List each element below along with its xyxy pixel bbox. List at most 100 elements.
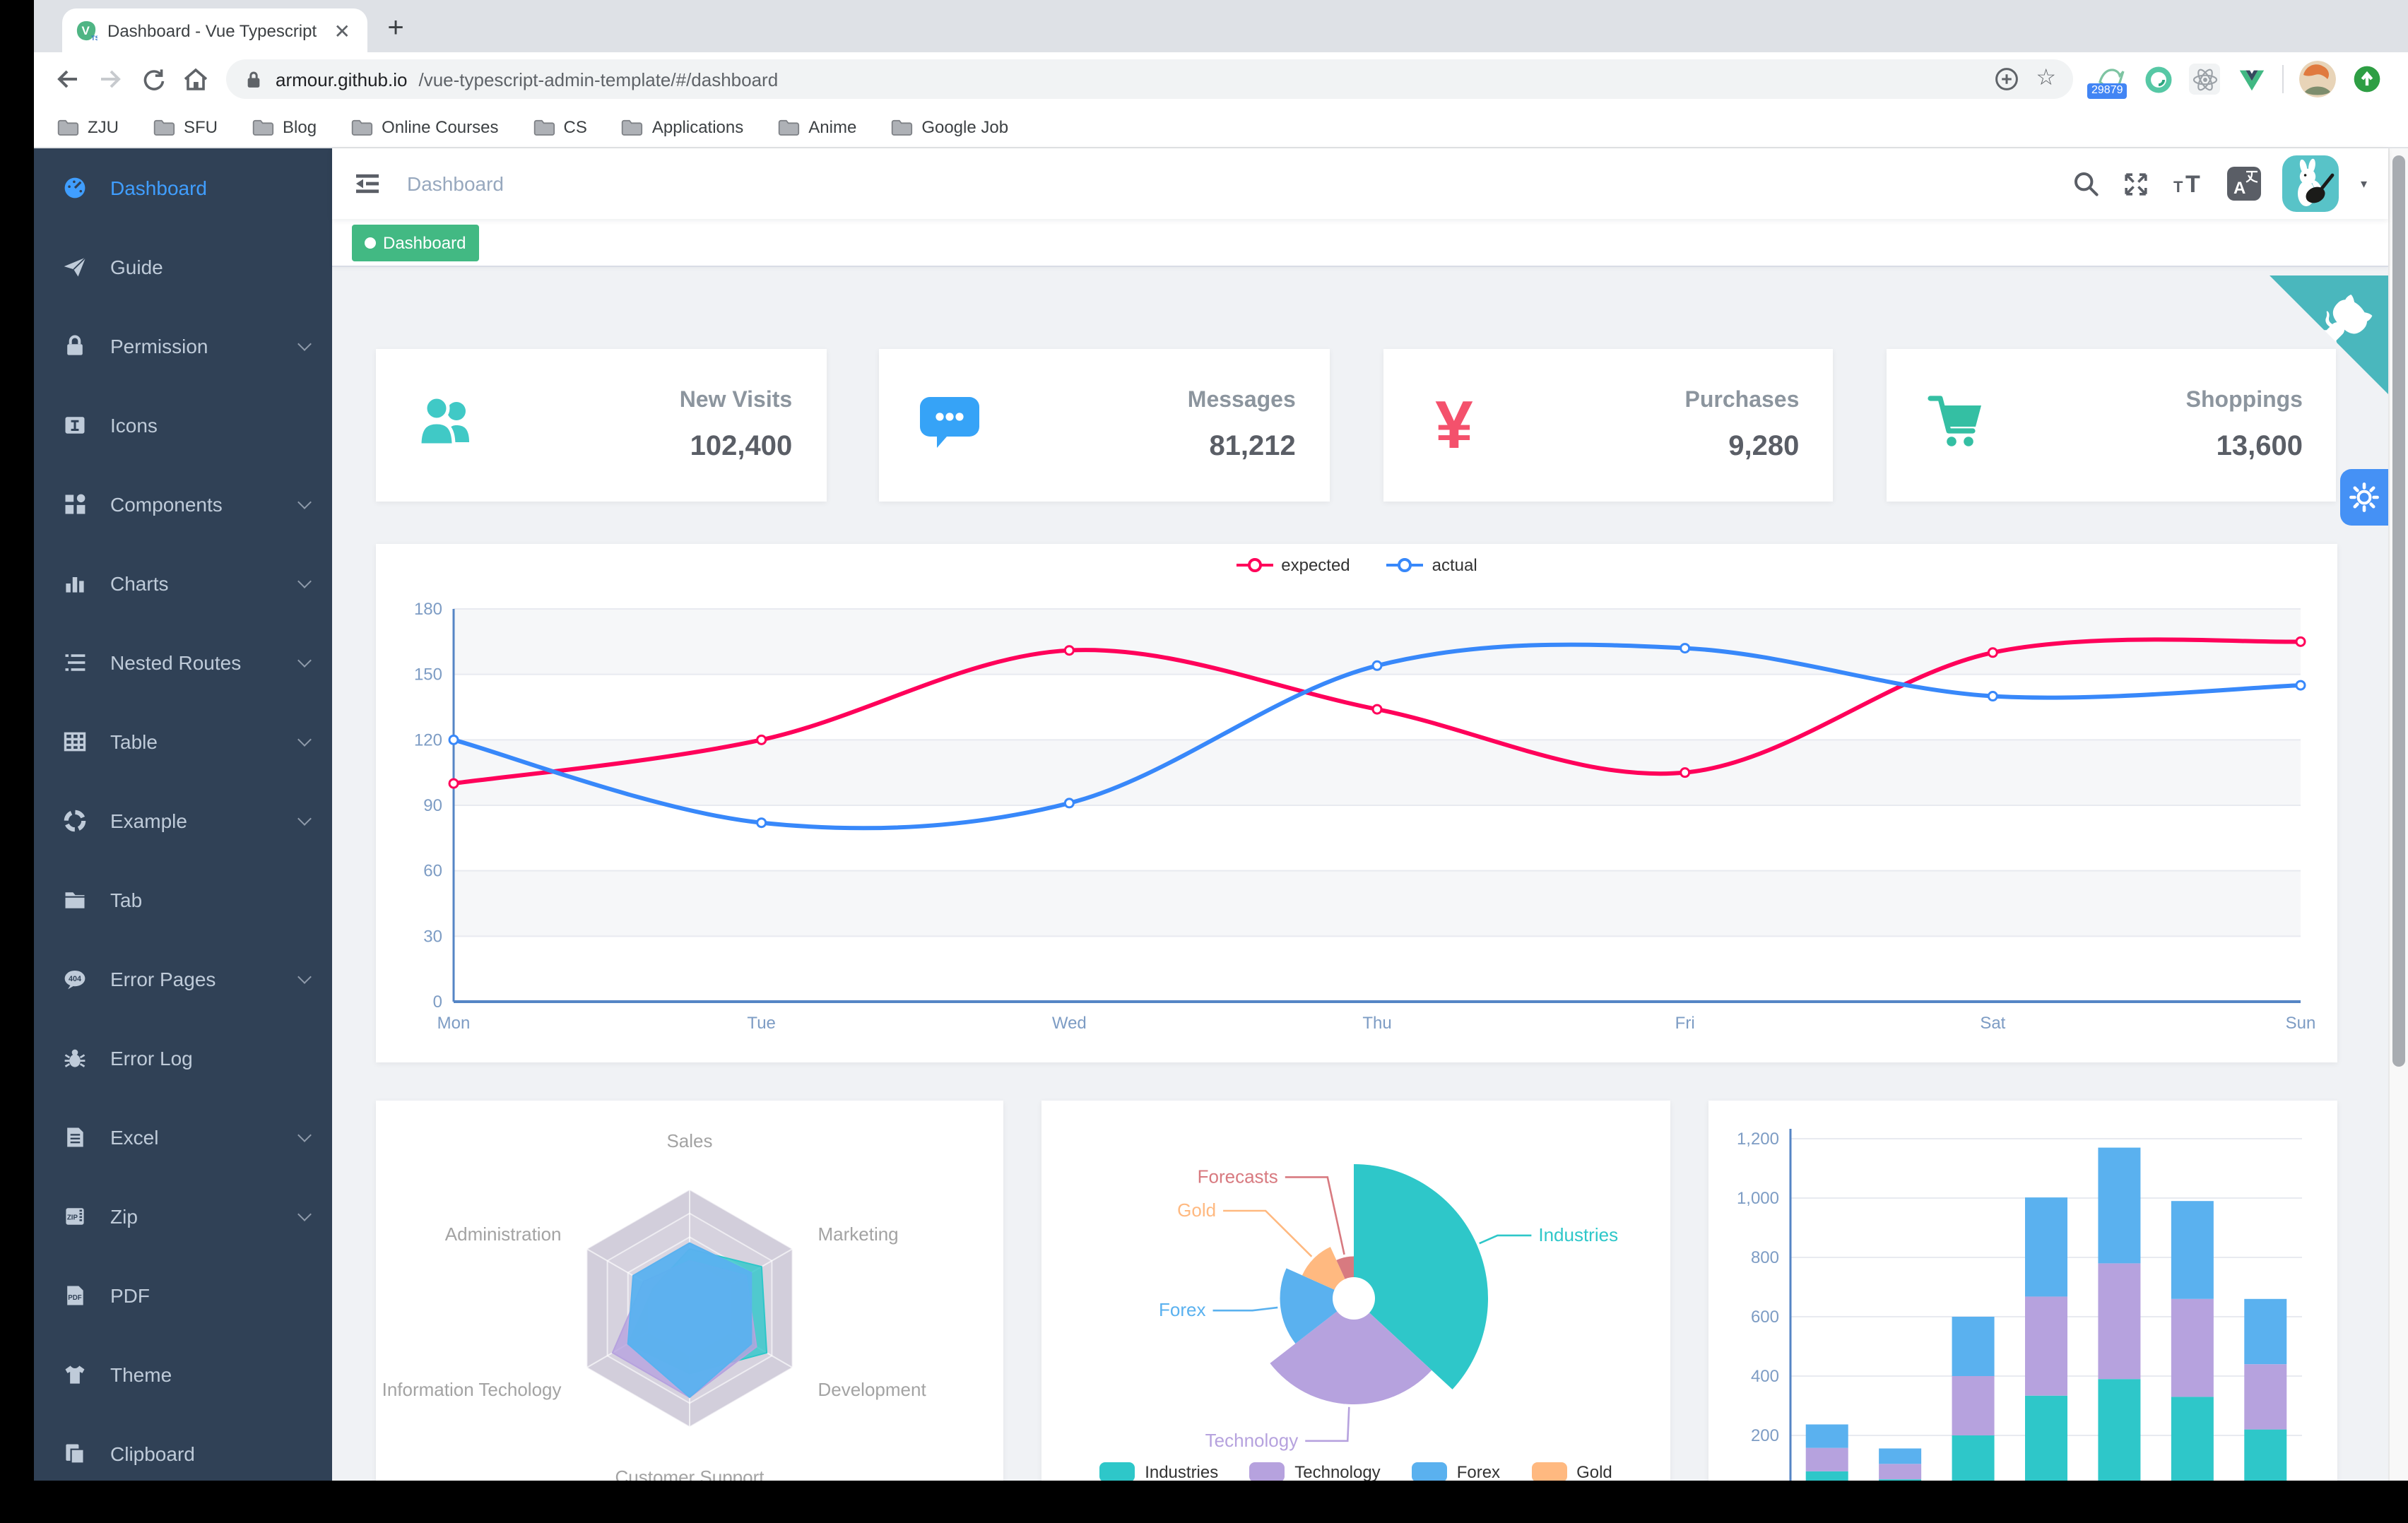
sidebar: Dashboard Guide Permission Icons Components C… — [34, 148, 332, 1481]
sidebar-item-theme[interactable]: Theme — [34, 1335, 332, 1414]
bookmark-label: SFU — [184, 117, 218, 136]
svg-text:V: V — [82, 23, 90, 37]
legend-item-expected[interactable]: expected — [1236, 555, 1350, 575]
sidebar-item-label: Error Log — [110, 1047, 193, 1069]
svg-text:Forecasts: Forecasts — [1198, 1166, 1278, 1187]
active-tag[interactable]: Dashboard — [352, 224, 479, 261]
tab-title: Dashboard - Vue Typescript Ad — [107, 20, 320, 40]
bookmark-star-icon[interactable]: ☆ — [2036, 66, 2056, 90]
settings-gear-button[interactable] — [2340, 469, 2388, 526]
sidebar-item-error-log[interactable]: Error Log — [34, 1019, 332, 1098]
peoples-icon — [410, 389, 483, 462]
extension-vue-icon[interactable] — [2236, 64, 2267, 95]
extension-badge: 29879 — [2087, 83, 2127, 99]
folder-icon — [153, 117, 175, 136]
search-icon[interactable] — [2072, 170, 2101, 198]
svg-text:180: 180 — [414, 600, 442, 619]
svg-text:1,200: 1,200 — [1737, 1130, 1779, 1149]
forward-icon[interactable] — [90, 59, 130, 99]
svg-text:Sat: Sat — [1980, 1014, 2005, 1033]
hamburger-icon[interactable] — [353, 170, 382, 198]
plus-circle-icon[interactable] — [1993, 66, 2019, 92]
address-bar[interactable]: armour.github.io /vue-typescript-admin-t… — [226, 59, 2073, 99]
svg-text:TS: TS — [91, 34, 98, 41]
pie-legend-item-gold[interactable]: Gold — [1531, 1462, 1612, 1481]
chevron-down-icon — [297, 732, 312, 746]
tab-icon — [62, 887, 88, 913]
lock-icon — [243, 69, 264, 90]
bookmark-label: Google Job — [921, 117, 1009, 136]
reload-icon[interactable] — [133, 59, 172, 99]
app-viewport: Dashboard Guide Permission Icons Components C… — [34, 148, 2408, 1481]
legend-item-actual[interactable]: actual — [1386, 555, 1477, 575]
extension-check-icon[interactable]: 29879 — [2087, 64, 2127, 99]
scrollbar-thumb[interactable] — [2392, 155, 2405, 1067]
svg-text:Fri: Fri — [1675, 1014, 1695, 1033]
sidebar-item-guide[interactable]: Guide — [34, 227, 332, 307]
svg-text:T: T — [2174, 178, 2184, 196]
browser-profile-avatar[interactable] — [2299, 61, 2336, 97]
sidebar-item-icons[interactable]: Icons — [34, 386, 332, 465]
sidebar-item-example[interactable]: Example — [34, 781, 332, 860]
pie-chart: Industries Technology Forex Gold Forecasts — [1159, 1164, 1618, 1451]
page-scrollbar[interactable] — [2388, 148, 2408, 1481]
user-avatar[interactable] — [2282, 155, 2339, 212]
svg-text:Customer Support: Customer Support — [615, 1466, 765, 1481]
extension-ring-icon[interactable] — [2142, 64, 2173, 95]
sidebar-item-label: Excel — [110, 1126, 159, 1149]
sidebar-item-components[interactable]: Components — [34, 465, 332, 544]
sidebar-item-table[interactable]: Table — [34, 702, 332, 781]
bookmark-item[interactable]: SFU — [153, 117, 218, 136]
sidebar-item-label: Nested Routes — [110, 651, 242, 674]
sidebar-item-zip[interactable]: ZIP Zip — [34, 1177, 332, 1256]
sidebar-item-dashboard[interactable]: Dashboard — [34, 148, 332, 227]
sidebar-item-nested-routes[interactable]: Nested Routes — [34, 623, 332, 702]
sidebar-item-label: Example — [110, 810, 187, 832]
folder-icon — [252, 117, 274, 136]
chevron-down-icon — [297, 1207, 312, 1221]
sidebar-item-permission[interactable]: Permission — [34, 307, 332, 386]
chevron-down-icon — [297, 494, 312, 509]
svg-text:400: 400 — [1751, 1367, 1779, 1386]
bookmark-item[interactable]: Applications — [621, 117, 743, 136]
new-tab-button[interactable]: + — [387, 12, 404, 43]
pdf-icon: PDF — [62, 1283, 88, 1308]
folder-icon — [57, 117, 79, 136]
sidebar-item-label: Error Pages — [110, 968, 216, 990]
fullscreen-icon[interactable] — [2122, 169, 2152, 198]
browser-tab[interactable]: VTS Dashboard - Vue Typescript Ad ✕ — [62, 8, 367, 52]
chevron-down-icon — [297, 574, 312, 588]
svg-text:Tue: Tue — [747, 1014, 775, 1033]
sidebar-item-pdf[interactable]: PDF PDF — [34, 1256, 332, 1335]
github-corner-ribbon[interactable] — [2270, 275, 2388, 394]
tab-close-icon[interactable]: ✕ — [334, 19, 350, 42]
bookmark-label: Blog — [283, 117, 317, 136]
pie-legend-item-industries[interactable]: Industries — [1099, 1462, 1218, 1481]
sidebar-item-tab[interactable]: Tab — [34, 860, 332, 940]
home-icon[interactable] — [175, 59, 215, 99]
update-up-icon[interactable] — [2351, 64, 2383, 95]
translate-icon[interactable]: A — [2227, 167, 2262, 201]
sidebar-item-error-pages[interactable]: 404 Error Pages — [34, 940, 332, 1019]
bookmark-label: CS — [563, 117, 587, 136]
bookmark-item[interactable]: CS — [533, 117, 587, 136]
sidebar-item-clipboard[interactable]: Clipboard — [34, 1414, 332, 1481]
bookmark-item[interactable]: ZJU — [57, 117, 119, 136]
svg-text:30: 30 — [423, 927, 442, 946]
sidebar-item-excel[interactable]: Excel — [34, 1098, 332, 1177]
bookmark-label: Online Courses — [382, 117, 499, 136]
pie-legend-item-technology[interactable]: Technology — [1249, 1462, 1381, 1481]
back-icon[interactable] — [48, 59, 88, 99]
bookmark-item[interactable]: Google Job — [890, 117, 1008, 136]
svg-text:Development: Development — [818, 1379, 926, 1400]
pie-legend-item-forex[interactable]: Forex — [1411, 1462, 1500, 1481]
bookmark-item[interactable]: Blog — [252, 117, 317, 136]
caret-down-icon[interactable]: ▾ — [2360, 176, 2367, 190]
extension-react-icon[interactable] — [2189, 64, 2220, 95]
bookmark-item[interactable]: Anime — [777, 117, 856, 136]
folder-icon — [621, 117, 644, 136]
chart-icon — [62, 571, 88, 596]
bookmark-item[interactable]: Online Courses — [350, 117, 499, 136]
sidebar-item-charts[interactable]: Charts — [34, 544, 332, 623]
